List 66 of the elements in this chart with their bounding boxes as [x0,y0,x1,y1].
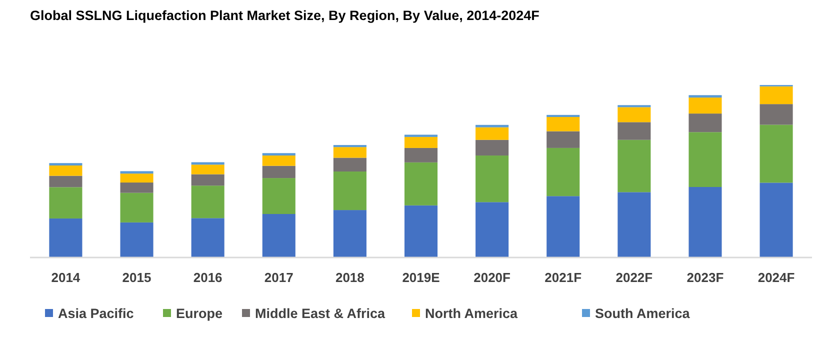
bar [546,116,580,132]
bar [49,218,82,257]
bar [262,214,296,257]
x-tick-label: 2014 [51,270,81,285]
legend-label: North America [425,306,518,321]
legend-label: Asia Pacific [58,306,134,321]
bar [760,104,793,125]
bar [191,186,224,218]
bar [476,156,509,202]
bar [618,192,651,257]
bar [191,174,224,186]
bar [262,178,296,214]
bar [262,153,296,156]
bar [760,86,793,104]
x-tick-label: 2017 [264,270,294,285]
bar [191,218,224,257]
bar [618,140,651,192]
x-tick-label: 2023F [686,270,724,285]
bar [688,114,722,132]
bar [120,182,154,193]
bar [404,148,438,162]
bar [333,158,366,172]
bar [476,140,509,156]
bar [688,95,722,98]
bar [191,164,224,174]
bar [404,136,438,148]
bar [333,210,366,257]
bar [120,192,154,222]
bar [546,196,580,257]
bar [546,131,580,148]
bar [120,174,154,183]
bar [476,202,509,257]
bar [476,124,509,128]
x-tick-label: 2022F [616,270,653,285]
bar [546,148,580,196]
legend-label: Europe [176,306,223,321]
bar [618,122,651,140]
bar [120,222,154,257]
x-tick-label: 2019E [402,270,440,285]
bar [49,187,82,218]
x-tick-label: 2024F [758,270,795,285]
bar [333,172,366,210]
bar [404,205,438,257]
x-tick-label: 2016 [193,270,222,285]
x-tick-label: 2015 [122,270,152,285]
x-tick-label: 2020F [474,270,511,285]
x-tick-label: 2018 [335,270,364,285]
bar [120,171,154,174]
legend-label: South America [595,306,690,321]
bar [618,107,651,122]
bar [262,166,296,178]
x-tick-label: 2021F [544,270,582,285]
bar [49,165,82,176]
bar [688,186,722,257]
chart-title: Global SSLNG Liquefaction Plant Market Size, By Region, By Value, 2014-2024F [30,8,540,23]
bar [49,176,82,188]
bar [404,162,438,206]
legend-label: Middle East & Africa [255,306,386,321]
bar [760,182,793,257]
bar [333,147,366,158]
bar [262,156,296,166]
bar [688,132,722,187]
bar [760,124,793,183]
bar [191,162,224,165]
bar [476,127,509,140]
bar [688,98,722,114]
